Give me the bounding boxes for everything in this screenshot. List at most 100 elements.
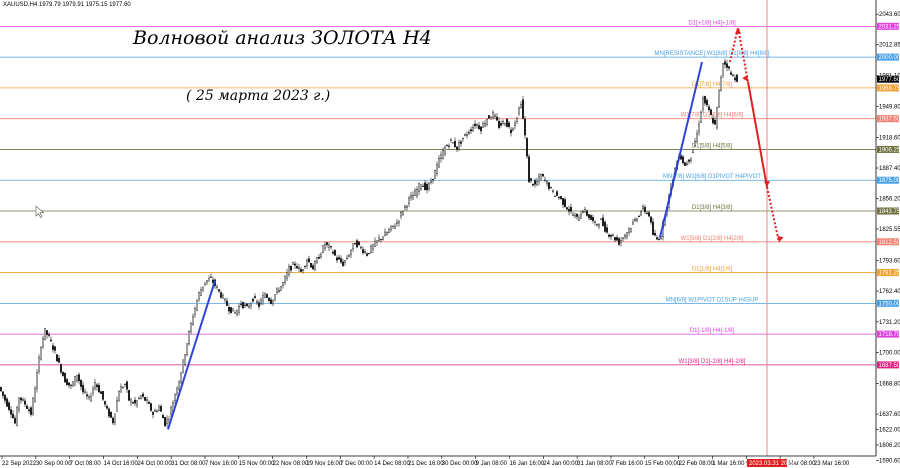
x-tick-label: 31 Jan 08:00: [577, 461, 612, 467]
level-label: MN[6/8] W1PIVOT D1SUP H4SUP: [666, 297, 759, 303]
candle-body: [8, 402, 10, 410]
candle-body: [152, 412, 154, 415]
candle-body: [112, 417, 114, 424]
candle-body: [252, 298, 254, 302]
candle-body: [302, 269, 304, 271]
candle-body: [706, 100, 708, 106]
level-label: D1[7/8] H4[7/8]: [692, 82, 733, 88]
candle-body: [366, 253, 368, 256]
candle-body: [328, 244, 330, 248]
candle-body: [6, 398, 8, 407]
candle-body: [480, 126, 482, 132]
candle-body: [16, 407, 18, 426]
candle-body: [326, 242, 328, 245]
level-badge: [877, 269, 899, 277]
candle-body: [388, 229, 390, 233]
candle-body: [94, 382, 96, 389]
candle-body: [28, 409, 30, 412]
candle-body: [70, 384, 72, 386]
level-badge: [877, 115, 899, 123]
candle-body: [14, 417, 16, 424]
candle-body: [516, 118, 518, 122]
candle-body: [442, 150, 444, 159]
candle-body: [512, 128, 514, 131]
candle-body: [638, 216, 640, 218]
candle-body: [254, 296, 256, 299]
candle-body: [234, 312, 236, 314]
price-candles: [0, 58, 738, 428]
x-tick-label: 7 Oct 08:00: [70, 461, 102, 467]
candle-body: [324, 244, 326, 249]
candle-body: [192, 316, 194, 325]
candle-body: [200, 289, 202, 297]
level-label: MN[7/8] W1[6/8] D1PIVOT H4PIVOT: [663, 174, 761, 180]
candle-body: [686, 163, 688, 165]
current-price-badge: [877, 75, 899, 83]
y-tick-label: 1606.20: [879, 443, 900, 449]
candle-body: [108, 408, 110, 417]
x-tick-label: 16 Mar 08:00: [780, 461, 816, 467]
candle-body: [240, 303, 242, 305]
level-badge: [877, 84, 899, 92]
candle-body: [556, 191, 558, 196]
candle-body: [100, 391, 102, 394]
candle-body: [440, 154, 442, 159]
candle-body: [54, 346, 56, 351]
candle-body: [546, 181, 548, 184]
candle-body: [182, 359, 184, 373]
candle-body: [364, 251, 366, 253]
candle-body: [606, 227, 608, 233]
candle-body: [204, 282, 206, 285]
candle-body: [416, 189, 418, 197]
candle-body: [390, 225, 392, 230]
candle-body: [102, 391, 104, 400]
candle-body: [650, 216, 652, 223]
y-tick-label: 1887.40: [879, 166, 900, 172]
candle-body: [358, 241, 360, 245]
level-badge-text: 1812.50: [879, 240, 900, 246]
candle-body: [548, 182, 550, 189]
time-marker-badge: [747, 459, 787, 467]
candle-body: [730, 72, 732, 75]
candle-body: [528, 156, 530, 183]
candle-body: [592, 217, 594, 222]
level-label: W1[5/8] D1[2/8] H4[2/8]: [681, 236, 744, 242]
candle-body: [354, 243, 356, 245]
candle-body: [474, 123, 476, 127]
candle-body: [728, 66, 730, 69]
candle-body: [598, 224, 600, 227]
candle-body: [66, 379, 68, 386]
candle-body: [594, 221, 596, 223]
candle-body: [224, 298, 226, 301]
candle-body: [654, 233, 656, 236]
candle-body: [128, 389, 130, 401]
candle-body: [334, 250, 336, 256]
candle-body: [590, 215, 592, 220]
candle-body: [600, 218, 602, 221]
candle-body: [374, 240, 376, 247]
candle-body: [628, 228, 630, 233]
candle-body: [448, 145, 450, 147]
candle-body: [144, 397, 146, 401]
chart-subtitle: ( 25 марта 2023 г.): [186, 88, 330, 104]
x-tick-label: 7 Feb 16:00: [611, 461, 644, 467]
forecast-arrowhead: [764, 181, 770, 188]
level-badge-text: 1937.50: [879, 117, 900, 123]
candle-body: [540, 174, 542, 181]
candle-body: [550, 187, 552, 189]
candle-body: [178, 380, 180, 390]
candle-body: [378, 237, 380, 241]
candle-body: [242, 301, 244, 309]
candle-body: [96, 384, 98, 388]
candle-body: [300, 269, 302, 272]
candle-body: [610, 234, 612, 237]
y-tick-label: 1637.60: [879, 412, 900, 418]
forecast-arrowhead: [742, 75, 748, 82]
candle-body: [276, 288, 278, 293]
candle-body: [120, 386, 122, 393]
candle-body: [554, 195, 556, 197]
candle-body: [126, 381, 128, 390]
candle-body: [484, 123, 486, 127]
candle-body: [270, 299, 272, 304]
